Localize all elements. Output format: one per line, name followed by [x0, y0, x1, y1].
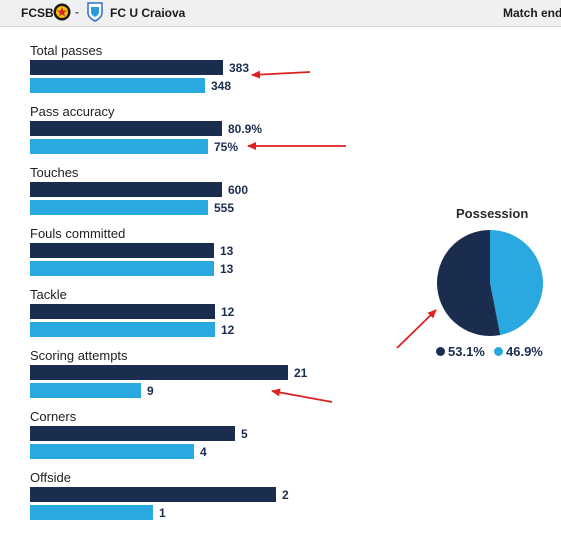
legend-home: 53.1% — [436, 344, 485, 359]
home-bar — [30, 182, 222, 197]
stat-label: Offside — [30, 470, 71, 485]
red-arrow-possession — [396, 309, 437, 349]
home-bar — [30, 426, 235, 441]
away-team-name[interactable]: FC U Craiova — [110, 6, 186, 20]
home-value-label: 12 — [221, 305, 235, 319]
stat-label: Scoring attempts — [30, 348, 128, 363]
stat-label: Touches — [30, 165, 79, 180]
home-value-label: 80.9% — [228, 122, 263, 136]
possession-pie-chart — [436, 230, 543, 336]
away-bar — [30, 444, 194, 459]
away-value-label: 12 — [221, 323, 235, 337]
craiova-crest-icon — [87, 2, 103, 22]
teams-separator: - — [75, 5, 79, 19]
match-status: Match ended — [503, 6, 561, 20]
away-value-label: 4 — [200, 445, 207, 459]
away-bar — [30, 78, 205, 93]
stat-label: Tackle — [30, 287, 67, 302]
legend-home-dot — [436, 347, 445, 356]
home-value-label: 13 — [220, 244, 234, 258]
away-bar — [30, 383, 141, 398]
home-bar — [30, 121, 222, 136]
legend-away-dot — [494, 347, 503, 356]
home-bar — [30, 365, 288, 380]
away-bar — [30, 200, 208, 215]
stat-label: Corners — [30, 409, 77, 424]
away-value-label: 348 — [211, 79, 232, 93]
red-arrow-total-passes — [251, 70, 311, 79]
red-arrow-scoring-attempts — [271, 388, 333, 403]
home-team-name[interactable]: FCSB — [21, 6, 54, 20]
home-value-label: 21 — [294, 366, 308, 380]
away-bar — [30, 505, 153, 520]
away-bar — [30, 322, 215, 337]
legend-away: 46.9% — [494, 344, 543, 359]
stat-label: Fouls committed — [30, 226, 126, 241]
stat-label: Total passes — [30, 43, 103, 58]
away-value-label: 9 — [147, 384, 154, 398]
away-value-label: 75% — [214, 140, 239, 154]
fcsb-crest-icon — [53, 3, 71, 21]
pie-slice-home — [436, 230, 501, 336]
match-header: FCSB - FC U Craiova Match ended — [0, 0, 561, 27]
pie-slice-away — [490, 230, 543, 335]
away-value-label: 1 — [159, 506, 166, 520]
legend-away-value: 46.9% — [506, 344, 543, 359]
home-bar — [30, 304, 215, 319]
possession-title: Possession — [456, 206, 529, 221]
home-value-label: 383 — [229, 61, 250, 75]
away-bar — [30, 261, 214, 276]
home-bar — [30, 243, 214, 258]
stat-label: Pass accuracy — [30, 104, 115, 119]
legend-home-value: 53.1% — [448, 344, 485, 359]
away-value-label: 13 — [220, 262, 234, 276]
home-value-label: 600 — [228, 183, 249, 197]
home-value-label: 2 — [282, 488, 289, 502]
home-bar — [30, 487, 276, 502]
away-value-label: 555 — [214, 201, 235, 215]
home-value-label: 5 — [241, 427, 248, 441]
home-bar — [30, 60, 223, 75]
away-bar — [30, 139, 208, 154]
